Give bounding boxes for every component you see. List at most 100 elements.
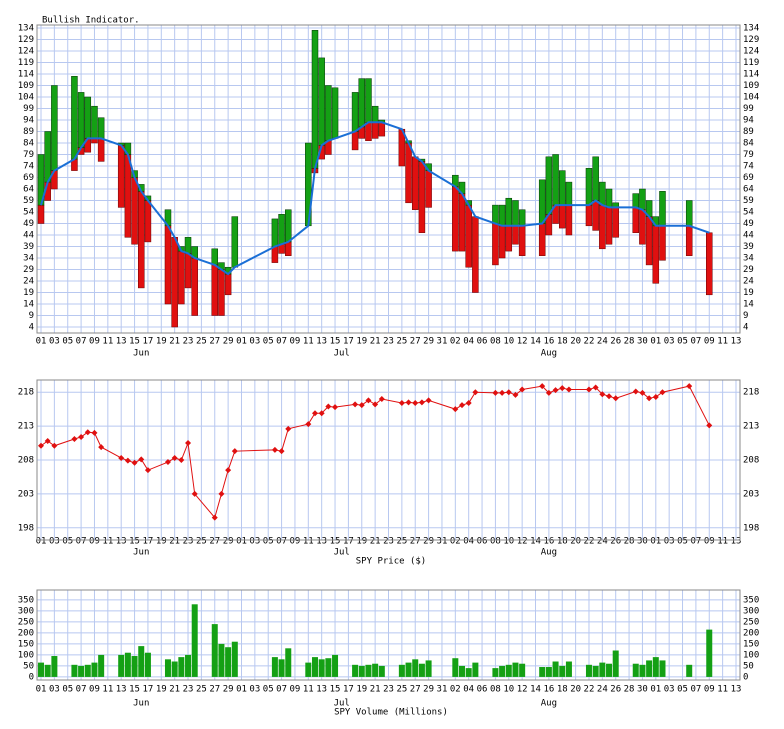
bar bbox=[78, 665, 85, 677]
x-tick-label: 11 bbox=[717, 337, 728, 347]
bar bbox=[499, 665, 506, 677]
bull-bar bbox=[632, 193, 640, 208]
x-tick-label: 19 bbox=[356, 685, 367, 695]
point bbox=[124, 457, 131, 464]
x-tick-label: 05 bbox=[62, 337, 73, 347]
bear-bar bbox=[144, 200, 152, 243]
x-tick-label: 07 bbox=[690, 537, 701, 547]
x-tick-label: 21 bbox=[370, 337, 381, 347]
bull-bar bbox=[71, 76, 78, 160]
x-tick-label: 05 bbox=[263, 537, 274, 547]
x-tick-label: 06 bbox=[477, 685, 488, 695]
bull-bar bbox=[538, 179, 546, 224]
x-tick-label: 01 bbox=[36, 685, 47, 695]
x-tick-label: 20 bbox=[570, 537, 581, 547]
x-tick-label: 11 bbox=[102, 337, 113, 347]
x-tick-label: 27 bbox=[209, 337, 220, 347]
x-tick-label: 25 bbox=[196, 537, 207, 547]
bar bbox=[539, 667, 546, 677]
y-tick-label: 4 bbox=[29, 323, 34, 333]
x-tick-label: 13 bbox=[731, 685, 742, 695]
point bbox=[365, 397, 372, 404]
bull-bar bbox=[51, 85, 58, 171]
bar bbox=[412, 659, 419, 677]
bull-bar bbox=[365, 78, 372, 123]
x-tick-label: 18 bbox=[557, 685, 568, 695]
bear-bar bbox=[117, 145, 125, 208]
x-tick-label: 23 bbox=[183, 337, 194, 347]
y-tick-label-right: 50 bbox=[743, 661, 754, 671]
y-tick-label-right: 49 bbox=[743, 219, 754, 229]
x-tick-label: 24 bbox=[597, 685, 608, 695]
point bbox=[539, 383, 546, 390]
y-tick-label: 150 bbox=[18, 639, 34, 649]
bear-bar bbox=[599, 204, 606, 250]
y-tick-label-right: 300 bbox=[743, 606, 759, 616]
point bbox=[398, 400, 405, 407]
bull-bar bbox=[331, 87, 339, 139]
bar bbox=[231, 641, 238, 677]
x-tick-label: 17 bbox=[143, 337, 154, 347]
bull-bar bbox=[231, 216, 239, 268]
bear-bar bbox=[472, 216, 479, 293]
x-tick-label: 19 bbox=[156, 685, 167, 695]
point bbox=[599, 391, 606, 398]
x-tick-label: 23 bbox=[383, 685, 394, 695]
bar bbox=[51, 656, 58, 677]
x-tick-label: 03 bbox=[249, 337, 260, 347]
x-tick-label: 24 bbox=[597, 537, 608, 547]
y-tick-label: 119 bbox=[18, 58, 34, 68]
bar bbox=[465, 668, 472, 677]
y-tick-label: 9 bbox=[29, 311, 34, 321]
bull-bar bbox=[498, 204, 506, 227]
y-tick-label-right: 29 bbox=[743, 265, 754, 275]
y-tick-label-right: 0 bbox=[743, 672, 748, 682]
month-label: Aug bbox=[541, 349, 557, 359]
x-tick-label: 09 bbox=[89, 337, 100, 347]
point bbox=[545, 389, 552, 396]
y-tick-label: 59 bbox=[23, 196, 34, 206]
x-tick-label: 12 bbox=[517, 337, 528, 347]
month-label: Jul bbox=[334, 548, 350, 558]
x-tick-label: 18 bbox=[557, 337, 568, 347]
bull-bar bbox=[211, 248, 219, 266]
point bbox=[71, 435, 78, 442]
x-tick-label: 11 bbox=[303, 685, 314, 695]
x-tick-label: 08 bbox=[490, 537, 501, 547]
x-tick-label: 19 bbox=[356, 537, 367, 547]
point bbox=[285, 425, 292, 432]
bar bbox=[706, 629, 713, 677]
x-tick-label: 05 bbox=[677, 337, 688, 347]
bull-bar bbox=[492, 204, 499, 224]
x-tick-label: 19 bbox=[356, 337, 367, 347]
bar bbox=[585, 664, 592, 677]
bull-bar bbox=[552, 154, 559, 206]
y-tick-label-right: 203 bbox=[743, 489, 759, 499]
x-tick-label: 05 bbox=[62, 537, 73, 547]
month-label: Aug bbox=[541, 548, 557, 558]
bear-bar bbox=[612, 207, 619, 238]
bear-bar bbox=[592, 200, 599, 231]
x-tick-label: 13 bbox=[116, 337, 127, 347]
x-tick-label: 09 bbox=[704, 537, 715, 547]
point bbox=[659, 389, 666, 396]
bar bbox=[519, 663, 526, 677]
y-tick-label: 29 bbox=[23, 265, 34, 275]
y-tick-label: 54 bbox=[23, 208, 34, 218]
x-tick-label: 01 bbox=[650, 685, 661, 695]
bar bbox=[118, 654, 125, 677]
x-tick-label: 01 bbox=[236, 685, 247, 695]
bear-bar bbox=[37, 204, 45, 224]
month-label: Jun bbox=[133, 699, 149, 709]
x-tick-label: 02 bbox=[450, 537, 461, 547]
point bbox=[425, 397, 432, 404]
x-tick-label: 29 bbox=[423, 537, 434, 547]
bull-bar bbox=[585, 168, 593, 206]
x-tick-label: 07 bbox=[690, 685, 701, 695]
point bbox=[405, 399, 412, 406]
y-tick-label-right: 250 bbox=[743, 617, 759, 627]
bull-bar bbox=[371, 105, 379, 123]
point bbox=[38, 442, 45, 449]
bear-bar bbox=[685, 225, 693, 256]
x-tick-label: 03 bbox=[249, 685, 260, 695]
